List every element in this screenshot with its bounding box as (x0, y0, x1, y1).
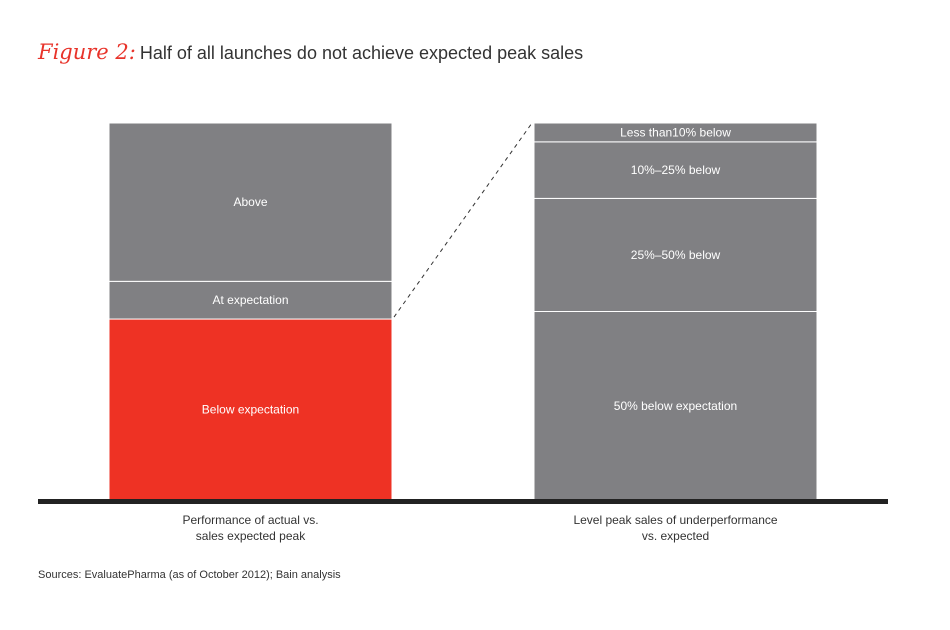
figure-label: Figure 2: (38, 40, 136, 64)
source-note: Sources: EvaluatePharma (as of October 2… (38, 569, 341, 581)
chart-title: Figure 2: Half of all launches do not ach… (38, 40, 583, 64)
category-labels-layer: Performance of actual vs. sales expected … (182, 513, 777, 543)
segment-label: At expectation (212, 293, 288, 307)
bar-segment (108, 122, 393, 282)
category-label: sales expected peak (196, 529, 306, 543)
segment-label: 25%–50% below (631, 248, 721, 262)
segment-label: Less than10% below (620, 125, 731, 139)
bar-segment (108, 318, 393, 501)
title-text: Half of all launches do not achieve expe… (139, 43, 584, 63)
category-label: Performance of actual vs. (182, 513, 318, 527)
category-label: vs. expected (642, 529, 709, 543)
segment-label: 50% below expectation (614, 399, 737, 413)
segment-labels-layer: Below expectation At expectation Above 50% … (202, 125, 737, 416)
chart-baseline (38, 499, 888, 504)
dashed-connector-line (393, 122, 533, 318)
bar-segment (108, 280, 393, 320)
bar-segment (533, 122, 818, 143)
segment-label: Above (233, 195, 267, 209)
bars-layer (108, 122, 818, 501)
bar-segment (533, 141, 818, 199)
segment-label: Below expectation (202, 403, 299, 417)
segment-label: 10%–25% below (631, 163, 721, 177)
bar-segment (533, 197, 818, 312)
category-label: Level peak sales of underperformance (573, 513, 777, 527)
